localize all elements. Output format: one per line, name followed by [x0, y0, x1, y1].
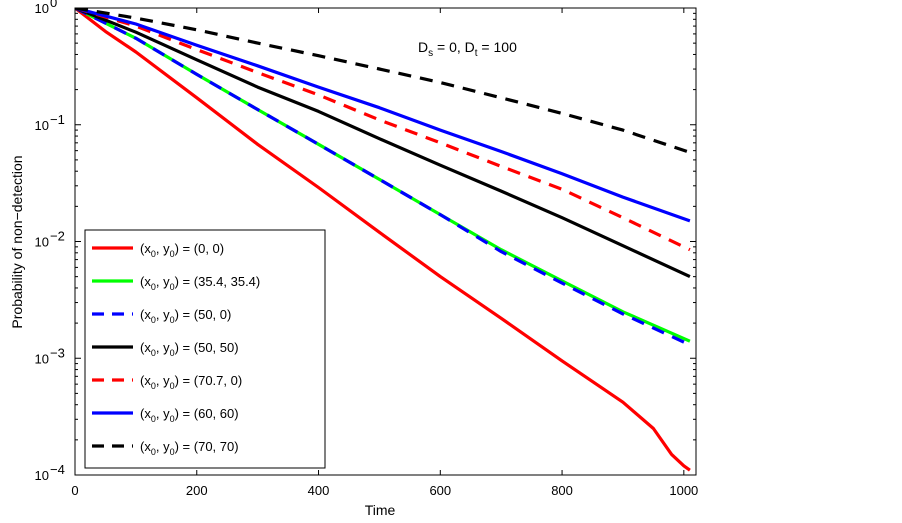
y-tick-label: 10 — [35, 351, 49, 366]
legend-label-7: (x0, y0) = (70, 70) — [140, 439, 239, 457]
y-tick-label: 10 — [35, 1, 49, 16]
x-axis-label: Time — [365, 502, 396, 518]
annot-sub-t: t — [475, 48, 478, 59]
x-tick-label: 400 — [308, 483, 330, 498]
y-tick-exponent: 0 — [50, 0, 57, 10]
y-axis-label: Probability of non−detection — [9, 155, 25, 328]
series-line-5 — [75, 8, 691, 252]
legend-label-5: (x0, y0) = (70.7, 0) — [140, 373, 242, 391]
x-tick-label: 200 — [186, 483, 208, 498]
y-tick-label: 10 — [35, 468, 49, 483]
annot-mid: = 0, D — [433, 39, 475, 55]
legend-label-3: (x0, y0) = (50, 0) — [140, 307, 231, 325]
x-tick-label: 800 — [551, 483, 573, 498]
series-line-6 — [75, 8, 691, 223]
y-tick-label: 10 — [35, 235, 49, 250]
series-line-1 — [75, 8, 691, 472]
y-tick-exponent: −3 — [50, 345, 65, 360]
legend-label-6: (x0, y0) = (60, 60) — [140, 406, 239, 424]
legend-label-1: (x0, y0) = (0, 0) — [140, 241, 224, 259]
series-line-4 — [75, 8, 691, 279]
x-tick-label: 1000 — [669, 483, 698, 498]
y-tick-exponent: −2 — [50, 229, 65, 244]
annot-end: = 100 — [478, 39, 518, 55]
parameter-annotation: Ds = 0, Dt = 100 — [418, 39, 517, 59]
legend-label-2: (x0, y0) = (35.4, 35.4) — [140, 274, 260, 292]
legend-label-4: (x0, y0) = (50, 50) — [140, 340, 239, 358]
x-tick-label: 600 — [429, 483, 451, 498]
series-line-7 — [75, 8, 691, 154]
x-tick-labels: 0 200 400 600 800 1000 — [71, 483, 698, 498]
annot-d1: D — [418, 39, 428, 55]
legend-box — [84, 229, 326, 469]
legend: (x0, y0) = (0, 0) (x0, y0) = (35.4, 35.4)… — [84, 229, 326, 469]
y-tick-exponent: −1 — [50, 112, 65, 127]
x-tick-label: 0 — [71, 483, 78, 498]
y-tick-label: 10 — [35, 118, 49, 133]
series-line-3 — [75, 8, 691, 347]
y-tick-exponent: −4 — [50, 462, 65, 477]
series-lines — [75, 8, 691, 472]
annot-sub-s: s — [428, 48, 433, 59]
plot-frame — [74, 7, 697, 476]
